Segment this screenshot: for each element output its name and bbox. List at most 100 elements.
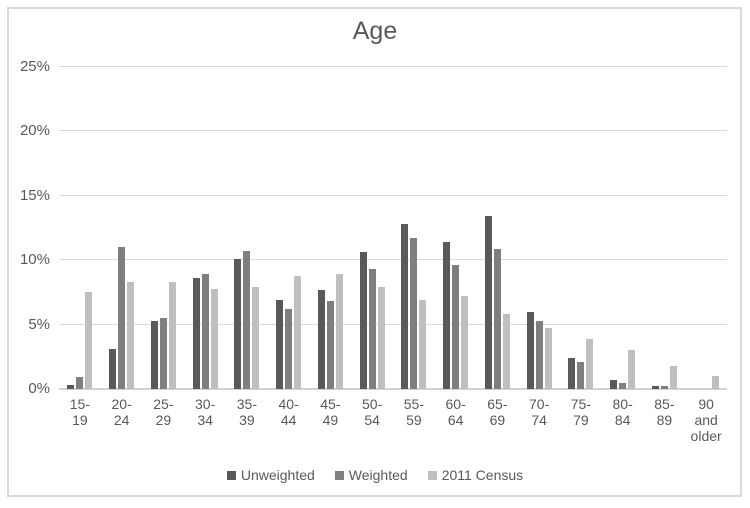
x-tick-90-and-older: 90 and older [690, 396, 722, 444]
bar-weighted-75-79 [577, 362, 585, 389]
bar-2011-census-65-69 [502, 314, 510, 389]
bar-unweighted-85-89 [651, 386, 659, 389]
bar-group-85-89 [644, 67, 686, 389]
legend: Unweighted Weighted 2011 Census [0, 467, 750, 483]
bar-group-75-79 [560, 67, 602, 389]
legend-item-unweighted: Unweighted [226, 467, 315, 483]
legend-item-2011-census: 2011 Census [427, 467, 524, 483]
bar-weighted-65-69 [493, 249, 501, 389]
bar-weighted-50-54 [368, 269, 376, 389]
bar-2011-census-85-89 [669, 366, 677, 389]
bar-group-60-64 [435, 67, 477, 389]
plot-area [59, 66, 727, 390]
bar-group-45-49 [310, 67, 352, 389]
bar-group-25-29 [143, 67, 185, 389]
bar-2011-census-50-54 [377, 287, 385, 389]
bar-group-35-39 [226, 67, 268, 389]
y-tick-15: 15% [19, 186, 50, 204]
x-tick-20-24: 20- 24 [111, 396, 132, 428]
x-tick-55-59: 55- 59 [403, 396, 424, 428]
bar-2011-census-80-84 [628, 350, 636, 389]
bar-unweighted-35-39 [234, 259, 242, 389]
x-tick-25-29: 25- 29 [153, 396, 174, 428]
bar-weighted-15-19 [76, 377, 84, 389]
x-tick-60-64: 60- 64 [445, 396, 466, 428]
bar-unweighted-15-19 [67, 385, 75, 389]
bar-unweighted-30-34 [192, 278, 200, 389]
x-tick-35-39: 35- 39 [236, 396, 257, 428]
x-tick-75-79: 75- 79 [570, 396, 591, 428]
bar-group-20-24 [101, 67, 143, 389]
y-tick-20: 20% [19, 122, 50, 140]
bar-unweighted-60-64 [443, 242, 451, 389]
gridline-5 [59, 323, 727, 325]
x-axis-line [59, 388, 727, 390]
gridline-25 [59, 66, 727, 67]
legend-swatch-icon [427, 470, 437, 480]
x-tick-15-19: 15- 19 [69, 396, 90, 428]
bar-weighted-25-29 [159, 318, 167, 389]
chart-border [7, 7, 742, 497]
bar-group-80-84 [602, 67, 644, 389]
x-tick-85-89: 85- 89 [654, 396, 675, 428]
bar-2011-census-45-49 [335, 274, 343, 389]
x-tick-80-84: 80- 84 [612, 396, 633, 428]
bar-2011-census-55-59 [419, 300, 427, 389]
bar-group-50-54 [351, 67, 393, 389]
bar-2011-census-25-29 [168, 282, 176, 389]
legend-label: Weighted [348, 467, 408, 483]
y-tick-0: 0% [28, 380, 50, 397]
y-tick-25: 25% [19, 58, 50, 75]
bar-unweighted-70-74 [526, 312, 534, 389]
x-tick-65-69: 65- 69 [487, 396, 508, 428]
bar-unweighted-20-24 [109, 349, 117, 389]
bar-group-40-44 [268, 67, 310, 389]
y-tick-10: 10% [19, 251, 50, 269]
bar-weighted-45-49 [326, 301, 334, 389]
bar-2011-census-35-39 [252, 287, 260, 389]
chart-title: Age [352, 17, 398, 45]
y-tick-5: 5% [28, 315, 50, 333]
bar-unweighted-65-69 [484, 216, 492, 389]
legend-swatch-icon [226, 470, 236, 480]
legend-label: 2011 Census [441, 467, 524, 483]
bar-weighted-20-24 [118, 247, 126, 389]
bar-unweighted-75-79 [568, 358, 576, 389]
x-tick-30-34: 30- 34 [195, 396, 216, 428]
gridline-15 [59, 194, 727, 196]
x-tick-40-44: 40- 44 [278, 396, 299, 428]
bar-2011-census-30-34 [210, 289, 218, 389]
bar-2011-census-20-24 [127, 282, 135, 389]
bar-2011-census-70-74 [544, 328, 552, 389]
bar-group-30-34 [184, 67, 226, 389]
bar-unweighted-45-49 [317, 290, 325, 389]
bar-weighted-70-74 [535, 321, 543, 389]
bar-unweighted-80-84 [610, 380, 618, 389]
bar-weighted-60-64 [452, 265, 460, 389]
legend-swatch-icon [334, 470, 344, 480]
x-tick-50-54: 50- 54 [362, 396, 383, 428]
bar-unweighted-40-44 [276, 300, 284, 389]
gridline-10 [59, 259, 727, 261]
legend-item-weighted: Weighted [334, 467, 408, 483]
bar-unweighted-25-29 [150, 321, 158, 389]
bar-2011-census-90-and-older [711, 376, 719, 389]
bar-group-70-74 [518, 67, 560, 389]
bar-weighted-55-59 [410, 238, 418, 389]
bar-unweighted-55-59 [401, 224, 409, 389]
legend-label: Unweighted [240, 467, 315, 483]
bar-group-15-19 [59, 67, 101, 389]
bar-group-65-69 [477, 67, 519, 389]
bar-2011-census-40-44 [294, 276, 302, 389]
bar-weighted-30-34 [201, 274, 209, 389]
bar-weighted-80-84 [619, 383, 627, 389]
bar-2011-census-60-64 [461, 296, 469, 389]
bar-weighted-40-44 [285, 309, 293, 389]
bar-2011-census-75-79 [586, 339, 594, 389]
x-tick-45-49: 45- 49 [320, 396, 341, 428]
x-tick-70-74: 70- 74 [529, 396, 550, 428]
gridline-20 [59, 130, 727, 132]
bar-group-55-59 [393, 67, 435, 389]
bar-unweighted-50-54 [359, 252, 367, 389]
